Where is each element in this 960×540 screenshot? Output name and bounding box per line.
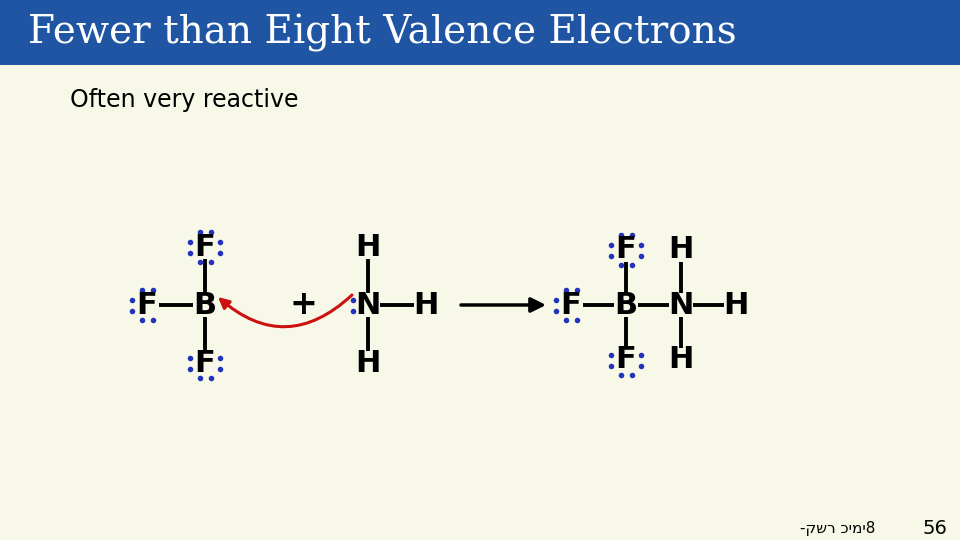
Text: Fewer than Eight Valence Electrons: Fewer than Eight Valence Electrons [28, 14, 736, 51]
Text: N: N [668, 291, 694, 320]
Text: H: H [414, 291, 439, 320]
Text: F: F [615, 235, 636, 265]
Text: -קשר כימי8: -קשר כימי8 [800, 521, 876, 536]
Text: Often very reactive: Often very reactive [70, 88, 299, 112]
Text: B: B [614, 291, 637, 320]
Text: F: F [136, 291, 157, 320]
Text: B: B [193, 291, 217, 320]
Text: H: H [668, 235, 694, 265]
Text: 56: 56 [923, 518, 948, 537]
Bar [0, 0, 960, 65]
Text: H: H [723, 291, 749, 320]
Text: F: F [561, 291, 582, 320]
Text: F: F [615, 346, 636, 375]
Text: H: H [668, 346, 694, 375]
Text: N: N [355, 291, 381, 320]
Text: +: + [289, 288, 317, 321]
Text: H: H [355, 233, 381, 261]
Text: F: F [195, 233, 215, 261]
Text: H: H [355, 348, 381, 377]
Text: F: F [195, 348, 215, 377]
